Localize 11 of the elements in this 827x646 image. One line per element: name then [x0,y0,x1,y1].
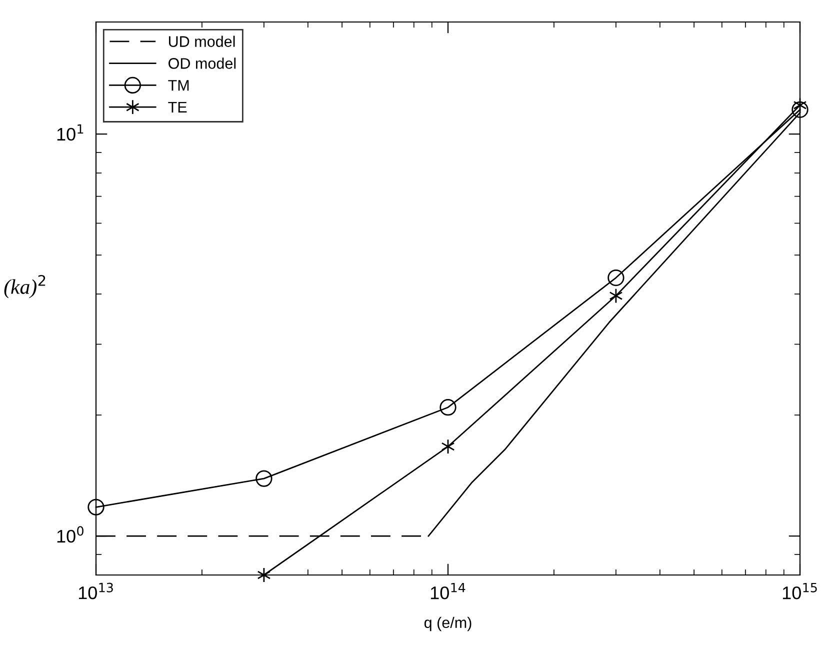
legend-label: TM [168,80,189,91]
x-tick-label: 10$^{14}$ [430,582,466,600]
y-axis-title: (ka)$^{2}$ [4,274,46,298]
y-tick-label: 10$^{0}$ [57,526,84,543]
y-tick-label: 10$^{1}$ [57,124,84,141]
x-tick-label: 10$^{15}$ [782,582,817,600]
legend-label: UD model [168,36,235,47]
legend-label: TE [168,102,187,112]
x-axis-title: q (e/m) [424,616,472,632]
legend-label: OD model [168,58,236,69]
x-tick-label: 10$^{13}$ [78,582,113,600]
